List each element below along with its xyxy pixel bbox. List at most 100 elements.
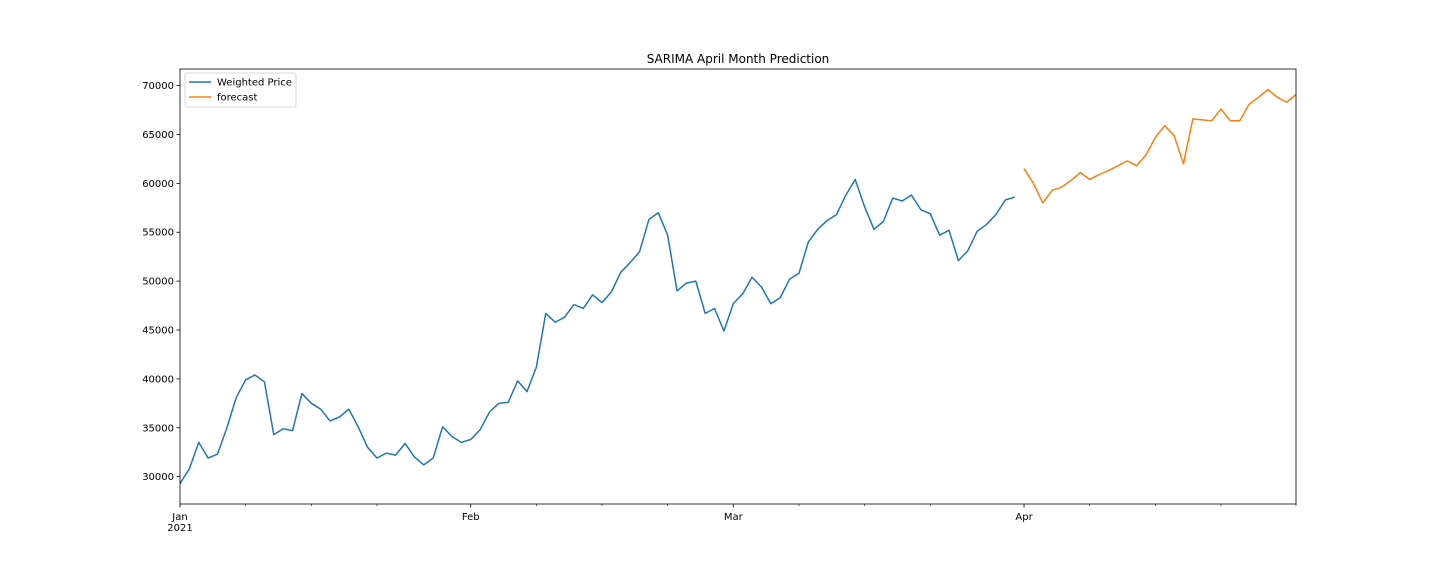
plot-area xyxy=(179,88,1297,484)
data-point xyxy=(273,434,275,436)
x-tick-label: Apr xyxy=(1015,512,1033,523)
data-point xyxy=(536,366,538,368)
data-point xyxy=(1183,163,1185,165)
data-point xyxy=(254,374,256,376)
y-tick-label: 30000 xyxy=(142,472,174,483)
series-line-weighted-price xyxy=(179,178,1015,484)
data-point xyxy=(854,179,856,181)
data-point xyxy=(310,403,312,405)
data-point xyxy=(1286,101,1288,103)
data-point xyxy=(667,234,669,236)
x-tick-label: Feb xyxy=(462,512,480,523)
data-point xyxy=(1211,120,1213,122)
data-point xyxy=(1136,165,1138,167)
data-point xyxy=(845,194,847,196)
data-point xyxy=(245,379,247,381)
data-point xyxy=(235,397,237,399)
data-point xyxy=(489,411,491,413)
data-point xyxy=(292,430,294,432)
y-tick-label: 55000 xyxy=(142,228,174,239)
data-point xyxy=(414,456,416,458)
data-point xyxy=(836,214,838,216)
legend-label-weighted-price: Weighted Price xyxy=(217,78,292,89)
data-point xyxy=(779,297,781,299)
data-point xyxy=(976,230,978,232)
y-tick-label: 35000 xyxy=(142,423,174,434)
data-point xyxy=(395,454,397,456)
data-point xyxy=(367,447,369,449)
data-point xyxy=(901,200,903,202)
data-point xyxy=(1080,172,1082,174)
data-point xyxy=(601,302,603,304)
data-point xyxy=(432,457,434,459)
y-tick-label: 70000 xyxy=(142,81,174,92)
legend-label-forecast: forecast xyxy=(217,93,258,104)
data-point xyxy=(1098,174,1100,176)
data-point xyxy=(592,294,594,296)
data-point xyxy=(611,291,613,293)
data-point xyxy=(1117,165,1119,167)
data-point xyxy=(714,308,716,310)
data-point xyxy=(217,453,219,455)
data-point xyxy=(986,224,988,226)
data-point xyxy=(939,234,941,236)
data-point xyxy=(1267,89,1269,91)
data-point xyxy=(761,286,763,288)
data-point xyxy=(526,391,528,393)
data-point xyxy=(948,229,950,231)
data-point xyxy=(226,427,228,429)
data-point xyxy=(1061,186,1063,188)
data-point xyxy=(1258,97,1260,99)
data-point xyxy=(545,313,547,315)
data-point xyxy=(751,276,753,278)
data-point xyxy=(629,262,631,264)
data-point xyxy=(1145,154,1147,156)
data-point xyxy=(826,220,828,222)
plot-frame xyxy=(179,68,1297,505)
data-point xyxy=(648,219,650,221)
y-tick-label: 40000 xyxy=(142,374,174,385)
legend-box xyxy=(184,72,297,108)
data-point xyxy=(404,443,406,445)
data-point xyxy=(1089,179,1091,181)
axes: 30000 35000 40000 45000 50000 55000 60000 65000… xyxy=(142,68,1297,534)
data-point xyxy=(1192,118,1194,120)
data-point xyxy=(498,403,500,405)
data-point xyxy=(1276,97,1278,99)
data-point xyxy=(742,293,744,295)
data-point xyxy=(808,241,810,243)
data-point xyxy=(517,380,519,382)
data-point xyxy=(1230,120,1232,122)
y-tick-label: 60000 xyxy=(142,179,174,190)
data-point xyxy=(920,209,922,211)
data-point xyxy=(1051,189,1053,191)
data-point xyxy=(1023,168,1025,170)
data-point xyxy=(451,436,453,438)
data-point xyxy=(686,282,688,284)
data-point xyxy=(1248,103,1250,105)
x-tick-label: Mar xyxy=(724,512,744,523)
data-point xyxy=(817,229,819,231)
data-point xyxy=(911,194,913,196)
data-point xyxy=(995,214,997,216)
data-point xyxy=(301,393,303,395)
data-point xyxy=(461,442,463,444)
series-line-forecast xyxy=(1023,88,1297,204)
data-point xyxy=(657,212,659,214)
x-tick-label: Jan xyxy=(171,512,187,523)
data-point xyxy=(864,206,866,208)
data-point xyxy=(320,408,322,410)
chart-title: SARIMA April Month Prediction xyxy=(647,52,830,66)
data-point xyxy=(1014,196,1016,198)
data-point xyxy=(564,316,566,318)
data-point xyxy=(339,416,341,418)
data-point xyxy=(883,221,885,223)
data-point xyxy=(1173,135,1175,137)
data-point xyxy=(348,408,350,410)
data-point xyxy=(1155,137,1157,139)
data-point xyxy=(639,251,641,253)
data-point xyxy=(357,426,359,428)
data-point xyxy=(479,429,481,431)
data-point xyxy=(470,439,472,441)
